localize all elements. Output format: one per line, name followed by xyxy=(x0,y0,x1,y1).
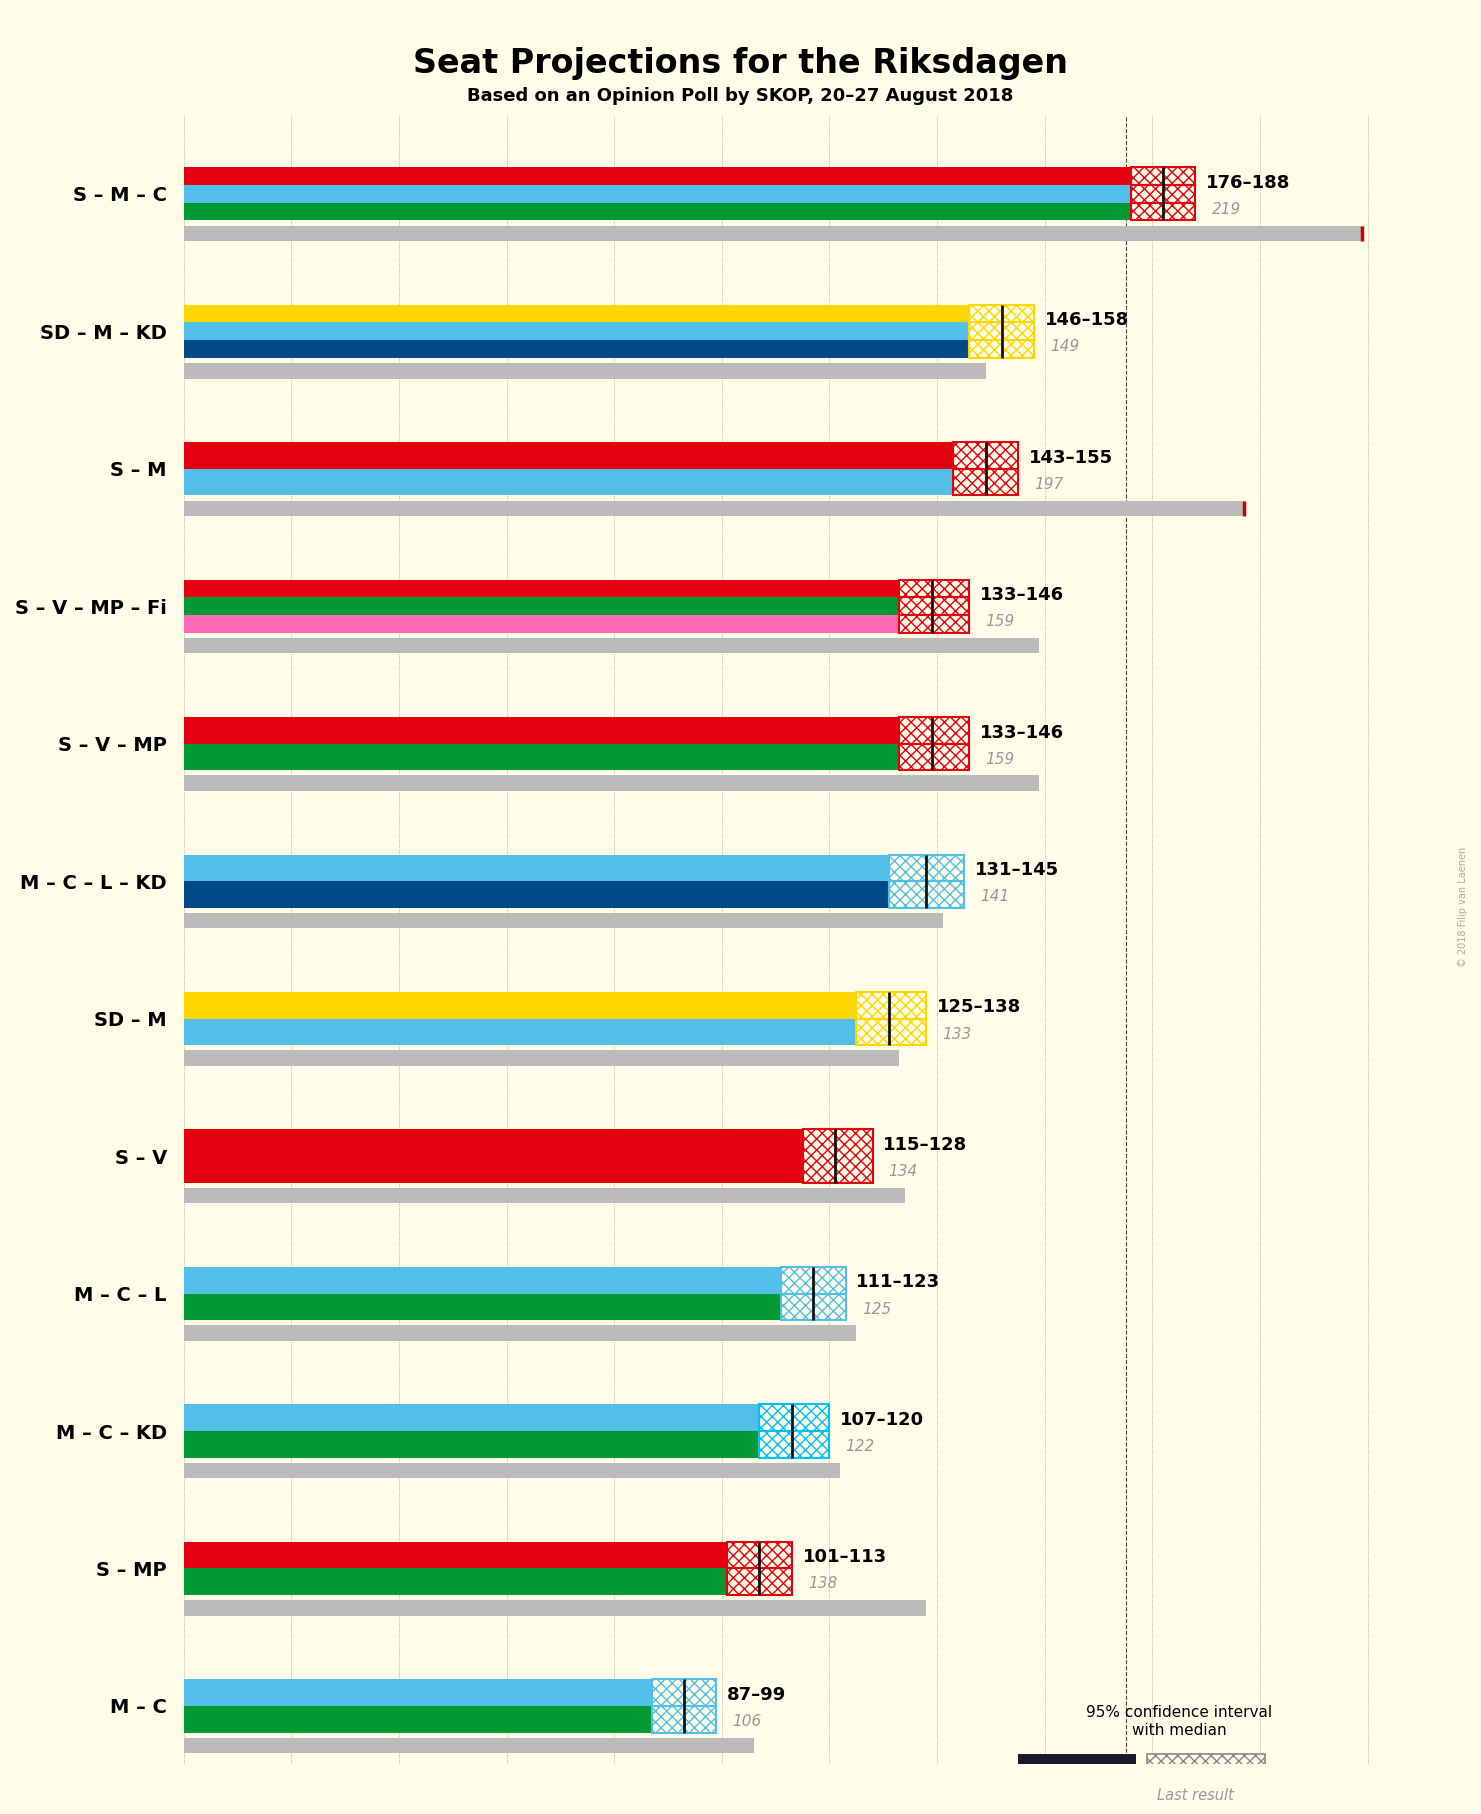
Bar xyxy=(889,854,964,882)
Bar xyxy=(899,597,970,615)
Bar xyxy=(184,1293,780,1321)
Bar xyxy=(1148,1754,1265,1772)
Bar xyxy=(184,443,954,468)
Bar xyxy=(184,775,1040,791)
Bar xyxy=(184,1705,652,1732)
Text: 159: 159 xyxy=(985,751,1014,767)
Bar xyxy=(184,1019,856,1045)
Bar xyxy=(184,501,1244,515)
Text: © 2018 Filip van Laenen: © 2018 Filip van Laenen xyxy=(1459,847,1468,967)
Text: 106: 106 xyxy=(733,1714,761,1729)
Bar xyxy=(184,992,856,1019)
Bar xyxy=(184,744,899,771)
Text: 87–99: 87–99 xyxy=(727,1685,786,1703)
Bar xyxy=(954,468,1017,495)
Bar xyxy=(1131,167,1195,185)
Bar xyxy=(184,639,1040,653)
Bar xyxy=(856,992,926,1019)
Bar xyxy=(184,1738,754,1752)
Bar xyxy=(184,1404,760,1431)
Bar xyxy=(889,882,964,907)
Bar xyxy=(184,1680,652,1705)
Bar xyxy=(760,1404,829,1431)
Bar xyxy=(899,744,970,771)
Bar xyxy=(184,167,1131,185)
Bar xyxy=(184,1188,905,1203)
Text: 125: 125 xyxy=(862,1301,892,1317)
Bar xyxy=(727,1542,792,1569)
Bar xyxy=(184,323,970,341)
Bar xyxy=(184,1130,803,1183)
Bar xyxy=(899,717,970,744)
Text: 122: 122 xyxy=(846,1439,875,1455)
Text: 133–146: 133–146 xyxy=(980,724,1065,742)
Bar xyxy=(184,615,899,633)
Bar xyxy=(727,1569,792,1595)
Text: 111–123: 111–123 xyxy=(856,1273,940,1292)
Bar xyxy=(760,1431,829,1458)
Text: 133: 133 xyxy=(942,1027,972,1041)
Text: 134: 134 xyxy=(889,1165,918,1179)
Text: 146–158: 146–158 xyxy=(1044,312,1129,328)
Text: 176–188: 176–188 xyxy=(1206,174,1290,192)
Text: 125–138: 125–138 xyxy=(937,998,1022,1016)
Bar xyxy=(184,1326,856,1341)
Bar xyxy=(184,305,970,323)
Bar xyxy=(970,341,1034,357)
Bar xyxy=(803,1130,872,1183)
Text: 95% confidence interval
with median: 95% confidence interval with median xyxy=(1086,1705,1272,1738)
Text: Last result: Last result xyxy=(1157,1787,1234,1803)
Bar xyxy=(184,341,970,357)
Text: 138: 138 xyxy=(809,1576,837,1591)
Bar xyxy=(970,323,1034,341)
Bar xyxy=(184,1569,727,1595)
Bar xyxy=(184,225,1363,241)
Bar xyxy=(184,1431,760,1458)
Bar xyxy=(954,443,1017,468)
Text: 115–128: 115–128 xyxy=(883,1136,967,1154)
Bar xyxy=(184,1462,840,1478)
Text: 149: 149 xyxy=(1050,339,1080,354)
Bar xyxy=(184,580,899,597)
Text: 219: 219 xyxy=(1211,201,1241,218)
Text: Seat Projections for the Riksdagen: Seat Projections for the Riksdagen xyxy=(413,47,1068,80)
Bar xyxy=(184,203,1131,221)
Bar xyxy=(184,185,1131,203)
Bar xyxy=(780,1293,846,1321)
Bar xyxy=(184,882,889,907)
Bar xyxy=(184,468,954,495)
Bar xyxy=(184,854,889,882)
Bar xyxy=(1017,1754,1136,1772)
Text: 131–145: 131–145 xyxy=(974,862,1059,880)
Text: 133–146: 133–146 xyxy=(980,586,1065,604)
Bar xyxy=(856,1019,926,1045)
Text: 107–120: 107–120 xyxy=(840,1411,924,1429)
Bar xyxy=(184,1266,780,1293)
Bar xyxy=(184,717,899,744)
Bar xyxy=(184,1600,926,1616)
Text: 101–113: 101–113 xyxy=(803,1549,887,1565)
Text: Based on an Opinion Poll by SKOP, 20–27 August 2018: Based on an Opinion Poll by SKOP, 20–27 … xyxy=(468,87,1013,105)
Bar xyxy=(184,363,985,379)
Bar xyxy=(1131,185,1195,203)
Bar xyxy=(1131,203,1195,221)
Bar xyxy=(652,1705,717,1732)
Bar xyxy=(780,1266,846,1293)
Bar xyxy=(652,1680,717,1705)
Bar xyxy=(184,597,899,615)
Bar xyxy=(184,1050,899,1067)
Bar xyxy=(899,615,970,633)
Text: 143–155: 143–155 xyxy=(1029,448,1112,466)
Bar xyxy=(184,1542,727,1569)
Bar xyxy=(899,580,970,597)
Text: 159: 159 xyxy=(985,615,1014,629)
Text: 141: 141 xyxy=(980,889,1010,903)
Bar xyxy=(970,305,1034,323)
Text: 197: 197 xyxy=(1034,477,1063,492)
Bar xyxy=(184,912,942,929)
